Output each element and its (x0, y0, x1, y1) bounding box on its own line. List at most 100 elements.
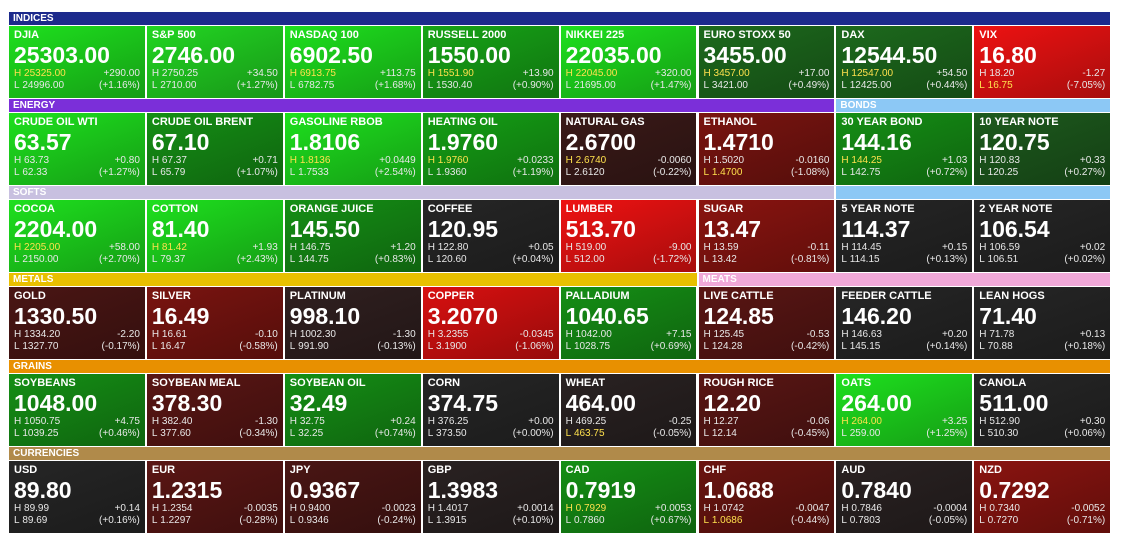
high-value: 2750.25 (161, 68, 199, 79)
net-change: +320.00 (655, 68, 692, 79)
last-price: 12544.50 (841, 42, 938, 68)
low-label: L (565, 428, 572, 439)
instrument-name: NZD (979, 464, 1002, 476)
percent-change: (+0.02%) (1064, 254, 1106, 265)
last-price: 67.10 (151, 129, 210, 155)
high-label: H (565, 68, 573, 79)
percent-change: (+0.46%) (99, 428, 140, 439)
high-value: 32.75 (299, 416, 325, 427)
high-label: H (151, 68, 160, 79)
percent-change: (-0.58%) (239, 341, 278, 352)
high-value: 125.45 (713, 329, 745, 340)
low-value: 377.60 (160, 428, 191, 439)
high-label: H (289, 242, 298, 253)
low-value: 16.47 (160, 341, 186, 352)
low-value: 6782.75 (298, 80, 335, 91)
net-change: -0.0023 (381, 503, 416, 514)
instrument-name: AUD (841, 464, 866, 476)
low-label: L (565, 80, 572, 91)
high-value: 2205.00 (24, 242, 61, 253)
low-label: L (151, 167, 158, 178)
percent-change: (+0.69%) (650, 341, 692, 352)
low-label: L (289, 428, 296, 439)
low-line: L 991.90 (-0.13%) (290, 341, 416, 353)
high-label: H (427, 155, 435, 166)
low-value: 1.0686 (711, 515, 743, 526)
high-label: H (979, 155, 987, 166)
last-price: 374.75 (427, 390, 499, 416)
section-header: MEATS (698, 273, 1111, 286)
low-value: 65.79 (160, 167, 186, 178)
low-value: 145.15 (849, 341, 881, 352)
low-label: L (289, 254, 296, 265)
net-change: -1.30 (254, 416, 278, 427)
low-label: L (427, 167, 434, 178)
high-line: H 120.83 +0.33 (979, 155, 1105, 167)
high-value: 89.99 (24, 503, 50, 514)
instrument-name: 30 YEAR BOND (841, 116, 923, 128)
high-value: 382.40 (161, 416, 193, 427)
quote-tile: GOLD 1330.50 H 1334.20 -2.20 L 1327.70 (-0.17… (9, 287, 145, 359)
high-value: 0.7340 (989, 503, 1020, 514)
high-value: 1.8136 (299, 155, 331, 166)
section-header: ENERGY (9, 99, 835, 112)
last-price: 0.7919 (565, 477, 636, 503)
quote-tile: VIX 16.80 H 18.20 -1.27 L 16.75 (-7.05%) (974, 26, 1111, 98)
quote-tile: LEAN HOGS 71.40 H 71.78 +0.13 L 70.88 (+0.18%… (974, 287, 1111, 359)
quote-tile: NIKKEI 225 22035.00 H 22045.00 +320.00 L 216… (560, 26, 697, 98)
low-label: L (703, 254, 710, 265)
high-value: 1334.20 (24, 329, 61, 340)
percent-change: (-1.06%) (515, 341, 554, 352)
instrument-name: NASDAQ 100 (289, 29, 359, 41)
quote-tile: EUR 1.2315 H 1.2354 -0.0035 L 1.2297 (-0.28%) (146, 461, 283, 533)
high-value: 146.75 (299, 242, 331, 253)
low-value: 2150.00 (22, 254, 59, 265)
percent-change: (+0.00%) (512, 428, 554, 439)
low-line: L 12.14 (-0.45%) (704, 428, 830, 440)
net-change: +1.03 (941, 155, 968, 166)
high-line: H 125.45 -0.53 (704, 329, 830, 341)
high-label: H (703, 416, 711, 427)
low-line: L 463.75 (-0.05%) (566, 428, 692, 440)
high-line: H 1.8136 +0.0449 (290, 155, 416, 167)
quote-tile: NASDAQ 100 6902.50 H 6913.75 +113.75 L 6782.… (284, 26, 421, 98)
high-label: H (14, 329, 22, 340)
high-value: 144.25 (851, 155, 882, 166)
net-change: -0.0345 (519, 329, 554, 340)
last-price: 998.10 (289, 303, 361, 329)
net-change: +290.00 (103, 68, 140, 79)
percent-change: (+0.14%) (926, 341, 968, 352)
quote-tile: COFFEE 120.95 H 122.80 +0.05 L 120.60 (+0.04%… (422, 200, 559, 272)
net-change: +0.0053 (655, 503, 692, 514)
quote-tile: CRUDE OIL BRENT 67.10 H 67.37 +0.71 L 65.79 (… (146, 113, 283, 185)
high-label: H (979, 416, 987, 427)
instrument-name: USD (14, 464, 38, 476)
last-price: 1.8106 (289, 129, 361, 155)
low-line: L 106.51 (+0.02%) (979, 254, 1105, 266)
percent-change: (-0.13%) (377, 341, 416, 352)
low-line: L 1.3915 (+0.10%) (428, 515, 554, 527)
low-value: 12.14 (711, 428, 737, 439)
low-label: L (427, 80, 434, 91)
high-label: H (289, 155, 298, 166)
low-line: L 3.1900 (-1.06%) (428, 341, 554, 353)
low-line: L 12425.00 (+0.44%) (841, 80, 967, 92)
instrument-name: PALLADIUM (565, 290, 630, 302)
low-value: 120.60 (436, 254, 467, 265)
quote-tile: 30 YEAR BOND 144.16 H 144.25 +1.03 L 142.75 (… (836, 113, 973, 185)
low-value: 2.6120 (573, 167, 605, 178)
instrument-name: CORN (427, 377, 461, 389)
quote-tile: USD 89.80 H 89.99 +0.14 L 89.69 (+0.16%) (9, 461, 145, 533)
high-value: 106.59 (989, 242, 1020, 253)
low-label: L (14, 254, 20, 265)
low-line: L 114.15 (+0.13%) (841, 254, 967, 266)
high-label: H (703, 242, 711, 253)
high-value: 25325.00 (24, 68, 66, 79)
low-label: L (151, 428, 158, 439)
quote-tile: SOYBEANS 1048.00 H 1050.75 +4.75 L 1039.25 (+… (9, 374, 145, 446)
instrument-name: EURO STOXX 50 (703, 29, 791, 41)
high-line: H 1002.30 -1.30 (290, 329, 416, 341)
net-change: -0.25 (668, 416, 692, 427)
low-line: L 1.4700 (-1.08%) (704, 167, 830, 179)
section-header (836, 186, 1111, 199)
